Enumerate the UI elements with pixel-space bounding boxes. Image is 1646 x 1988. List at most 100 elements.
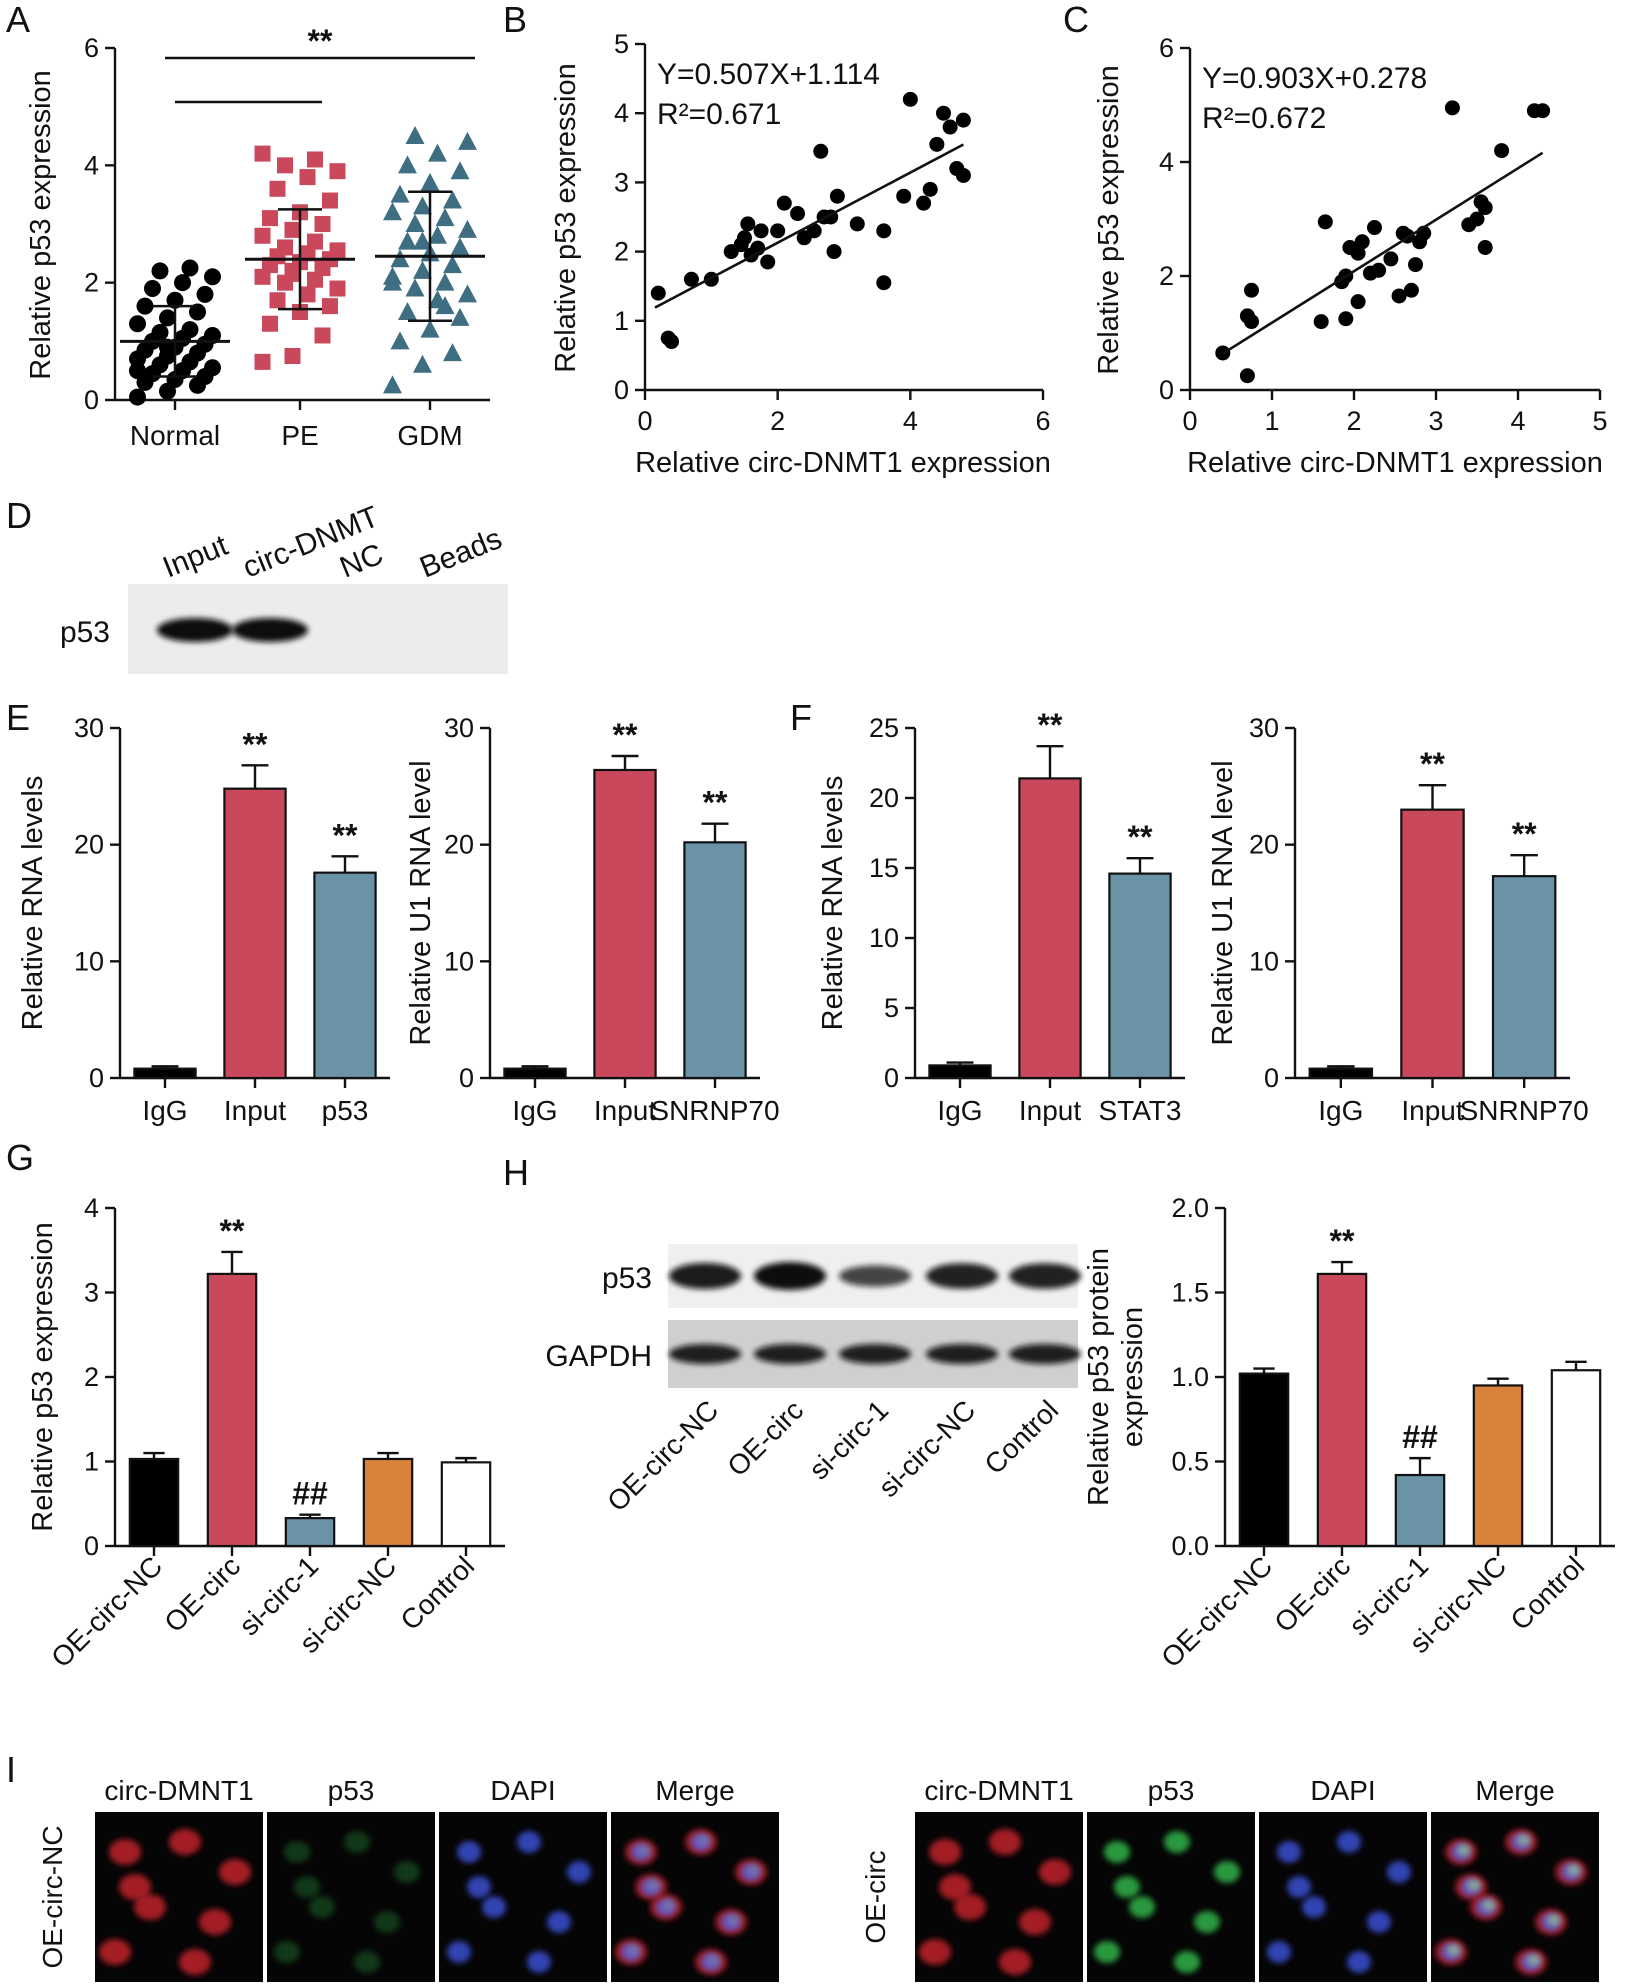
data-point-gdm [435, 208, 455, 227]
bar-input [1018, 777, 1082, 1080]
x-category-label: Normal [130, 420, 220, 451]
blot-band [232, 618, 308, 642]
data-point [922, 181, 938, 197]
x-category-label: OE-circ [1268, 1550, 1356, 1638]
cell-nucleus [1287, 1876, 1311, 1898]
cell-green [1214, 1861, 1240, 1883]
data-point-gdm [413, 354, 432, 373]
panel-f-left-chart: 0 5 10 15 20 25 Relative RNA levels IgG ** Input *… [817, 707, 1185, 1126]
y-tick-label: 10 [444, 946, 474, 976]
bar-input [1400, 808, 1465, 1080]
blot-row-label: p53 [602, 1262, 652, 1295]
x-category-label: OE-circ-NC [45, 1550, 168, 1673]
data-point [929, 136, 945, 152]
blot-band [1009, 1263, 1081, 1289]
bar-p53 [313, 871, 377, 1080]
data-point-pe [254, 227, 271, 244]
y-tick-label: 0 [1159, 375, 1174, 405]
data-point-normal [144, 280, 161, 298]
cell-merge-green [1547, 1914, 1561, 1926]
cell-green [284, 1841, 310, 1863]
data-point [849, 216, 865, 232]
cell-red [179, 1949, 211, 1975]
data-point [1354, 234, 1370, 250]
y-tick-label: 20 [444, 830, 474, 860]
blot-band [926, 1263, 998, 1289]
x-category-label: IgG [937, 1095, 982, 1126]
y-axis-label: Relative U1 RNA level [405, 760, 437, 1045]
bar-control [440, 1461, 492, 1548]
cell-nucleus [1387, 1861, 1411, 1883]
y-tick-label: 0 [884, 1063, 899, 1093]
data-point [1383, 251, 1399, 267]
blot-row-label: p53 [60, 616, 110, 649]
cell-red [1019, 1909, 1051, 1935]
data-point-pe [262, 210, 278, 227]
data-point [1469, 211, 1485, 227]
cell-nucleus [547, 1911, 571, 1933]
significance-marker: ** [1330, 1223, 1355, 1259]
data-point [1391, 288, 1407, 304]
cell-nucleus [447, 1941, 471, 1963]
y-axis-label: Relative U1 RNA level [1207, 760, 1239, 1045]
y-tick-label: 0 [614, 375, 629, 405]
x-tick-label: 5 [1592, 406, 1607, 436]
cell-nucleus [1367, 1911, 1391, 1933]
significance-marker: ## [1402, 1419, 1438, 1455]
x-category-label: p53 [322, 1095, 369, 1126]
data-point-normal [151, 324, 169, 342]
x-category-label: GDM [397, 420, 462, 451]
cell-nucleus [1302, 1896, 1326, 1918]
cell-red [99, 1939, 131, 1965]
cell-red [939, 1874, 971, 1900]
significance-marker: ** [333, 817, 358, 853]
y-tick-label: 25 [869, 713, 899, 743]
y-tick-label: 10 [869, 923, 899, 953]
significance-marker: ** [1512, 816, 1537, 852]
y-tick-label: 1.0 [1171, 1362, 1209, 1392]
panel-label-c: C [1063, 0, 1089, 40]
y-tick-label: 0 [84, 385, 99, 415]
data-point [876, 223, 892, 239]
cell-red [1039, 1859, 1071, 1885]
x-category-label: IgG [142, 1095, 187, 1126]
channel-label: circ-DMNT1 [104, 1775, 253, 1806]
data-point [790, 206, 806, 222]
bar-input [593, 768, 657, 1080]
y-tick-label: 1.5 [1171, 1278, 1209, 1308]
y-tick-label: 2.0 [1171, 1193, 1209, 1223]
bar-si-circ-nc [362, 1457, 414, 1548]
data-point [650, 285, 666, 301]
data-point-gdm [383, 202, 402, 221]
regression-equation: Y=0.507X+1.114 [657, 58, 880, 91]
cell-green [1164, 1831, 1190, 1853]
data-point [942, 119, 958, 135]
blot-band [1009, 1344, 1081, 1364]
y-tick-label: 5 [884, 993, 899, 1023]
cell-red [169, 1829, 201, 1855]
x-axis-label: Relative circ-DNMT1 expression [635, 447, 1051, 479]
cell-merge-green [1447, 1944, 1461, 1956]
y-tick-label: 10 [74, 946, 104, 976]
data-point [1367, 220, 1382, 236]
y-tick-label: 0 [459, 1063, 474, 1093]
panel-label-f: F [790, 697, 812, 738]
data-point-pe [322, 192, 338, 209]
data-point [1317, 214, 1333, 230]
cell-merge-green [747, 1864, 761, 1876]
data-point-gdm [428, 143, 447, 162]
data-point-normal [174, 274, 191, 292]
data-point-normal [181, 259, 199, 277]
data-point-normal [159, 338, 176, 356]
data-point-gdm [398, 231, 417, 250]
panel-label-a: A [6, 0, 30, 40]
x-category-label: Input [594, 1095, 656, 1126]
cell-green [374, 1911, 400, 1933]
data-point-normal [204, 268, 221, 286]
x-category-label: SNRNP70 [650, 1095, 779, 1126]
data-point-gdm [420, 172, 440, 191]
panel-c-chart: 0 2 4 6 Relative p53 expression 0 1 2 3 4 5 Relativ… [1093, 33, 1608, 479]
panel-label-e: E [6, 697, 30, 738]
x-tick-label: 4 [1510, 406, 1525, 436]
